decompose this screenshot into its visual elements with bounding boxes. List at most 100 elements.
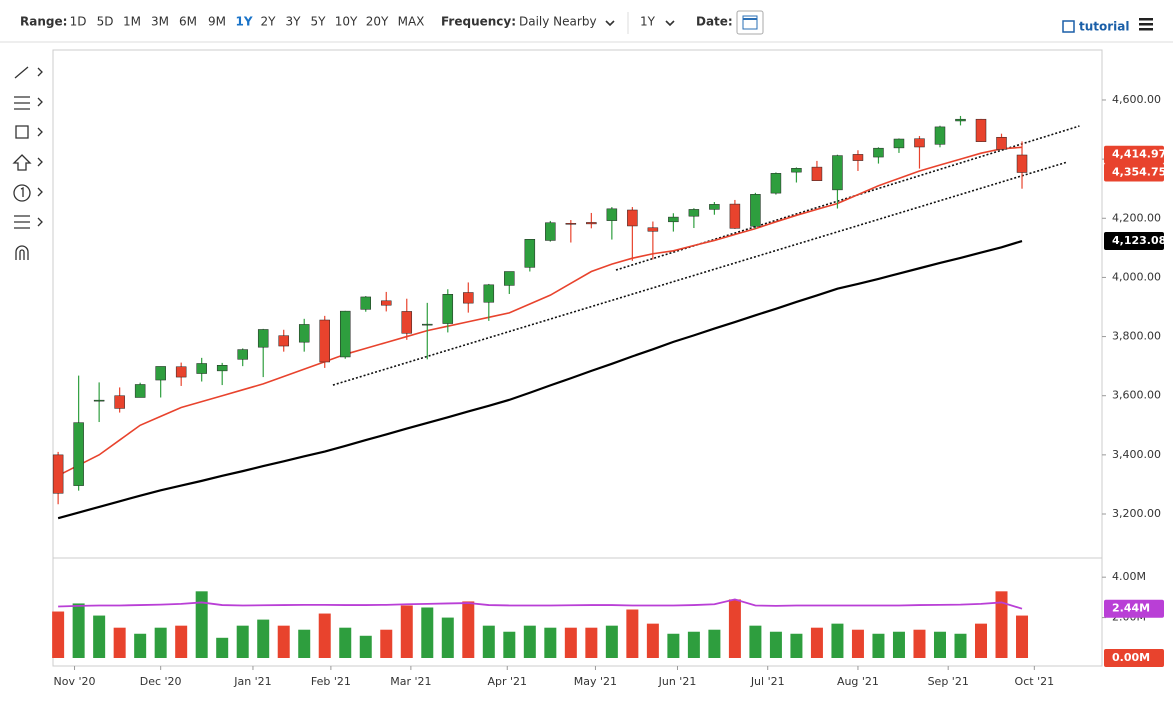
volume-bar [277, 625, 290, 658]
calendar-icon [742, 15, 758, 30]
volume-bar [626, 609, 639, 658]
candle-body [565, 223, 577, 225]
candle-body [914, 138, 925, 148]
range-button[interactable]: 1Y [235, 15, 252, 29]
moving-average [57, 239, 1023, 520]
last-value-label: 2.44M [1112, 602, 1150, 615]
period-select[interactable]: 1Y [640, 15, 656, 29]
range-button[interactable]: MAX [398, 15, 425, 29]
calendar-button[interactable] [736, 10, 764, 35]
range-button[interactable]: 5D [97, 15, 114, 29]
volume-bar [216, 637, 229, 658]
x-tick-label: May '21 [574, 675, 617, 688]
candle-body [155, 366, 166, 381]
range-button[interactable]: 1D [70, 15, 87, 29]
candle-body [504, 271, 515, 286]
volume-bar [503, 631, 516, 658]
range-button[interactable]: 20Y [366, 15, 389, 29]
range-button[interactable]: 3Y [286, 15, 302, 29]
range-button[interactable]: 9M [208, 15, 226, 29]
y-tick-label: 3,800.00 [1112, 330, 1161, 343]
last-value-label: 4,414.97 [1112, 148, 1166, 161]
tutorial-link[interactable]: tutorial [1079, 20, 1130, 34]
tool-line[interactable] [14, 66, 43, 79]
volume-bar [175, 625, 188, 658]
candle-body [52, 454, 64, 494]
candle-body [257, 329, 269, 348]
candle-body [134, 384, 146, 398]
volume-bar [93, 615, 106, 658]
volume-bar [72, 603, 85, 658]
volume-bar [954, 633, 967, 658]
calendar-box [736, 10, 764, 35]
y-tick-label: 3,400.00 [1112, 448, 1161, 461]
tool-count[interactable] [20, 186, 43, 197]
range-button[interactable]: 6M [179, 15, 197, 29]
candle-body [175, 366, 187, 378]
candle-body [586, 222, 597, 225]
volume-bar [544, 627, 557, 658]
volume-bar [154, 627, 167, 658]
x-tick-label: Feb '21 [311, 675, 351, 688]
candle-body [668, 216, 679, 223]
x-tick-label: Mar '21 [390, 675, 431, 688]
volume-bar [605, 625, 618, 658]
candle-body [996, 136, 1007, 150]
last-value-label: 0.00M [1112, 651, 1150, 664]
volume-bar [1016, 615, 1029, 658]
menu-bar [1139, 28, 1153, 31]
candle-body [545, 222, 556, 241]
volume-bar [831, 623, 844, 658]
volume-bar [380, 629, 393, 658]
candle-body [339, 310, 351, 358]
tool-count[interactable] [13, 184, 31, 202]
candle-body [647, 227, 659, 232]
volume-bar [667, 633, 680, 658]
tool-magnet[interactable] [15, 245, 29, 260]
last-value-box [1104, 649, 1164, 667]
range-button[interactable]: 5Y [311, 15, 327, 29]
candle-body [975, 118, 987, 142]
candle-body [524, 239, 536, 268]
range-button[interactable]: 2Y [261, 15, 277, 29]
range-buttons: 1D 5D 1M 3M 6M 9M 1Y 2Y 3Y 5Y 10Y 20Y MAX [70, 15, 425, 29]
candle-body [73, 422, 84, 486]
volume-tick-label: 4.00M [1112, 570, 1146, 583]
plot-frame [52, 49, 1103, 667]
menu-button[interactable] [1139, 18, 1153, 31]
volume-bar [933, 631, 946, 658]
volume-bar [359, 635, 372, 658]
volume-bar [462, 601, 475, 658]
volume-bar [236, 625, 249, 658]
candle-body [278, 335, 289, 347]
x-tick-label: Jan '21 [233, 675, 271, 688]
tool-rect[interactable] [15, 125, 43, 139]
candle-body [483, 284, 495, 303]
candle-body [114, 395, 125, 409]
volume-bar [134, 633, 147, 658]
candle-body [893, 138, 905, 149]
x-tick-label: Jul '21 [750, 675, 785, 688]
volume-bar [400, 605, 413, 658]
x-tick-label: Aug '21 [837, 675, 879, 688]
candle-body [688, 209, 700, 217]
range-button[interactable]: 10Y [335, 15, 358, 29]
volume-bar [749, 625, 762, 658]
x-tick-label: Apr '21 [487, 675, 527, 688]
candle-body [811, 166, 823, 181]
date-label: Date: [696, 15, 733, 29]
volume-bar [913, 629, 926, 658]
volume-bar [708, 629, 721, 658]
candle-body [606, 208, 618, 221]
tool-arrow[interactable] [12, 154, 43, 171]
candle-body [401, 311, 413, 334]
frequency-select[interactable]: Daily Nearby [519, 15, 597, 29]
range-button[interactable]: 1M [123, 15, 141, 29]
tool-pattern[interactable] [14, 215, 43, 229]
tool-fib[interactable] [14, 96, 43, 110]
range-button[interactable]: 3M [151, 15, 169, 29]
candle-body [360, 296, 372, 310]
y-tick-label: 3,200.00 [1112, 507, 1161, 520]
volume-bar [421, 607, 434, 658]
